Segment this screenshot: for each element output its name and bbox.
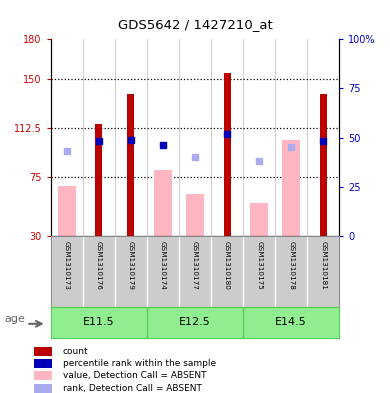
FancyBboxPatch shape	[34, 347, 52, 356]
Bar	[223, 73, 230, 236]
Text: age: age	[4, 314, 25, 324]
Text: percentile rank within the sample: percentile rank within the sample	[62, 359, 216, 368]
Bar	[128, 94, 135, 236]
Text: E11.5: E11.5	[83, 317, 115, 327]
Text: GSM1310177: GSM1310177	[192, 241, 198, 290]
Bar	[58, 186, 76, 236]
Text: GSM1310180: GSM1310180	[224, 241, 230, 290]
Text: GSM1310175: GSM1310175	[256, 241, 262, 290]
FancyBboxPatch shape	[34, 371, 52, 380]
Bar	[320, 94, 327, 236]
Text: GSM1310178: GSM1310178	[288, 241, 294, 290]
Text: GSM1310173: GSM1310173	[64, 241, 70, 290]
Bar	[186, 194, 204, 236]
Text: GSM1310174: GSM1310174	[160, 241, 166, 290]
Bar	[154, 170, 172, 236]
Text: value, Detection Call = ABSENT: value, Detection Call = ABSENT	[62, 371, 206, 380]
Text: GSM1310179: GSM1310179	[128, 241, 134, 290]
Bar	[95, 125, 102, 236]
Text: rank, Detection Call = ABSENT: rank, Detection Call = ABSENT	[62, 384, 201, 393]
Text: GDS5642 / 1427210_at: GDS5642 / 1427210_at	[118, 18, 272, 31]
FancyBboxPatch shape	[34, 359, 52, 368]
Bar	[250, 203, 268, 236]
Text: count: count	[62, 347, 88, 356]
Text: GSM1310181: GSM1310181	[320, 241, 326, 290]
Text: E12.5: E12.5	[179, 317, 211, 327]
Bar	[282, 140, 300, 236]
Text: GSM1310176: GSM1310176	[96, 241, 102, 290]
Text: E14.5: E14.5	[275, 317, 307, 327]
FancyBboxPatch shape	[34, 384, 52, 393]
